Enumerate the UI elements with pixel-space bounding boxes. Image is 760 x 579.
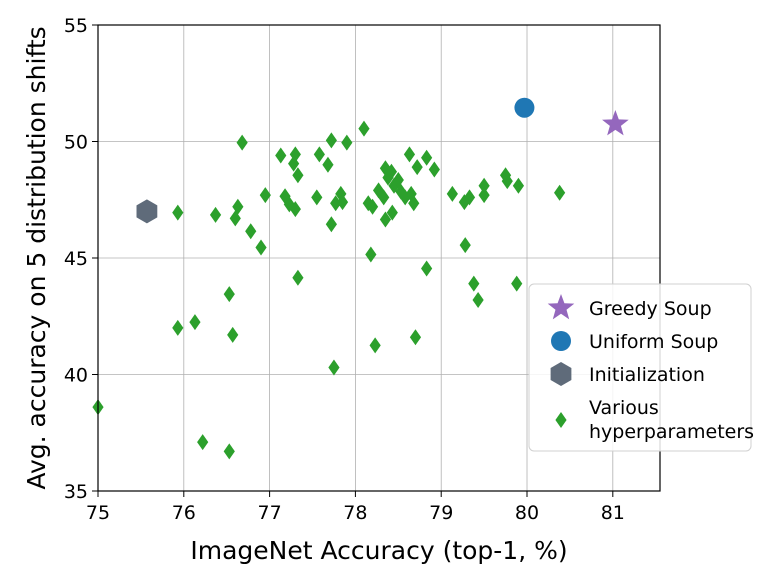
x-tick-label: 80	[515, 502, 539, 524]
diamond-point	[330, 195, 342, 212]
diamond-point	[259, 187, 271, 204]
diamond-point	[335, 185, 347, 202]
diamond-point	[511, 275, 523, 292]
diamond-point	[223, 443, 235, 460]
diamond-point	[399, 189, 411, 206]
diamond-point	[341, 134, 353, 151]
legend-hexagon-marker	[550, 362, 572, 386]
x-tick-label: 79	[429, 502, 453, 524]
diamond-point	[362, 195, 374, 212]
x-axis-label: ImageNet Accuracy (top-1, %)	[190, 536, 567, 565]
diamond-point	[325, 132, 337, 149]
diamond-point	[392, 171, 404, 188]
axis-ticks: 75 76 77 78 79 80 81 35 40 45 50 55	[64, 15, 625, 524]
diamond-point	[468, 275, 480, 292]
diamond-point	[421, 149, 433, 166]
y-tick-label: 35	[64, 481, 88, 503]
y-tick-label: 55	[64, 15, 88, 37]
x-tick-label: 77	[258, 502, 282, 524]
diamond-point	[408, 195, 420, 212]
diamond-point	[289, 146, 301, 163]
x-tick-label: 76	[172, 502, 196, 524]
diamond-point	[311, 189, 323, 206]
diamond-point	[554, 184, 566, 201]
y-axis-label: Avg. accuracy on 5 distribution shifts	[22, 26, 51, 489]
diamond-point	[279, 188, 291, 205]
diamond-point	[512, 177, 525, 194]
diamond-point	[313, 146, 325, 163]
legend-circle-marker	[551, 331, 571, 351]
diamond-point	[209, 206, 222, 223]
legend-star-marker	[547, 294, 575, 320]
diamond-point	[172, 204, 184, 221]
legend-label: hyperparameters	[589, 421, 754, 443]
legend-label: Greedy Soup	[589, 298, 712, 320]
diamond-point	[328, 359, 340, 376]
hexagon-point	[136, 199, 158, 224]
diamond-point	[189, 314, 201, 331]
diamond-point	[292, 167, 304, 184]
legend-label: Various	[589, 397, 659, 419]
diamond-point	[227, 326, 239, 343]
diamond-point	[232, 198, 244, 215]
diamond-point	[458, 194, 470, 211]
diamond-point	[325, 216, 337, 233]
diamond-point	[245, 223, 257, 240]
diamond-point	[409, 329, 422, 346]
diamond-point	[288, 155, 300, 172]
diamond-point	[292, 269, 304, 286]
diamond-point	[255, 239, 267, 256]
data-points	[92, 97, 629, 460]
legend-box	[528, 283, 752, 452]
diamond-point	[385, 163, 398, 180]
diamond-point	[172, 319, 184, 336]
diamond-point	[369, 337, 381, 354]
star-point	[602, 110, 629, 136]
y-tick-label: 45	[64, 248, 88, 270]
diamond-point	[428, 161, 440, 178]
diamond-point	[405, 185, 417, 202]
legend-label: Initialization	[589, 364, 705, 386]
diamond-point	[478, 187, 490, 204]
diamond-point	[366, 198, 379, 215]
diamond-point	[411, 159, 423, 176]
x-tick-label: 81	[601, 502, 625, 524]
diamond-point	[386, 204, 398, 221]
diamond-point	[289, 201, 301, 218]
diamond-point	[336, 194, 349, 211]
legend: Greedy Soup Uniform Soup Initialization Var…	[528, 283, 754, 452]
diamond-point	[378, 189, 390, 206]
diamond-point	[365, 246, 377, 263]
diamond-point	[223, 286, 235, 303]
y-tick-label: 50	[64, 132, 88, 154]
legend-diamond-marker	[555, 412, 567, 428]
diamond-point	[459, 237, 471, 254]
diamond-point	[322, 156, 334, 173]
diamond-point	[275, 147, 287, 164]
diamond-point	[478, 177, 490, 194]
diamond-point	[472, 291, 484, 308]
x-tick-label: 75	[86, 502, 110, 524]
diamond-point	[403, 146, 416, 163]
diamond-point	[197, 434, 209, 451]
diamond-point	[421, 260, 433, 277]
diamond-point	[236, 134, 248, 151]
legend-label: Uniform Soup	[589, 331, 718, 353]
diamond-point	[379, 211, 392, 228]
diamond-point	[358, 120, 370, 137]
diamond-point	[501, 173, 513, 190]
diamond-point	[446, 185, 458, 202]
circle-point	[514, 97, 535, 118]
x-tick-label: 78	[343, 502, 367, 524]
y-tick-label: 40	[64, 365, 88, 387]
diamond-point	[463, 189, 476, 206]
